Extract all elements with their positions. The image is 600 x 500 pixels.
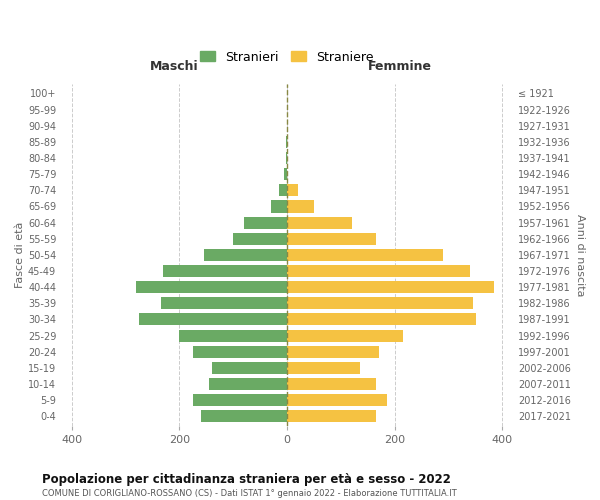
Bar: [287, 346, 379, 358]
Bar: [284, 168, 287, 180]
Bar: [286, 152, 287, 164]
Bar: [287, 265, 470, 277]
Bar: [287, 314, 476, 326]
Bar: [287, 184, 298, 196]
Text: Popolazione per cittadinanza straniera per età e sesso - 2022: Popolazione per cittadinanza straniera p…: [42, 472, 451, 486]
Bar: [271, 200, 287, 212]
Bar: [179, 330, 287, 342]
Bar: [287, 410, 376, 422]
Bar: [201, 410, 287, 422]
Bar: [163, 265, 287, 277]
Bar: [136, 281, 287, 293]
Bar: [279, 184, 287, 196]
Bar: [287, 200, 314, 212]
Bar: [287, 378, 376, 390]
Y-axis label: Fasce di età: Fasce di età: [15, 222, 25, 288]
Bar: [287, 216, 352, 228]
Bar: [287, 232, 376, 245]
Bar: [287, 281, 494, 293]
Text: Femmine: Femmine: [368, 60, 432, 72]
Bar: [287, 362, 360, 374]
Bar: [287, 249, 443, 261]
Bar: [287, 298, 473, 310]
Bar: [139, 314, 287, 326]
Text: Maschi: Maschi: [150, 60, 199, 72]
Bar: [286, 136, 287, 148]
Legend: Stranieri, Straniere: Stranieri, Straniere: [196, 46, 379, 68]
Bar: [203, 249, 287, 261]
Bar: [193, 394, 287, 406]
Bar: [244, 216, 287, 228]
Bar: [287, 394, 387, 406]
Bar: [193, 346, 287, 358]
Bar: [212, 362, 287, 374]
Bar: [161, 298, 287, 310]
Bar: [209, 378, 287, 390]
Bar: [233, 232, 287, 245]
Bar: [287, 330, 403, 342]
Y-axis label: Anni di nascita: Anni di nascita: [575, 214, 585, 296]
Text: COMUNE DI CORIGLIANO-ROSSANO (CS) - Dati ISTAT 1° gennaio 2022 - Elaborazione TU: COMUNE DI CORIGLIANO-ROSSANO (CS) - Dati…: [42, 489, 457, 498]
